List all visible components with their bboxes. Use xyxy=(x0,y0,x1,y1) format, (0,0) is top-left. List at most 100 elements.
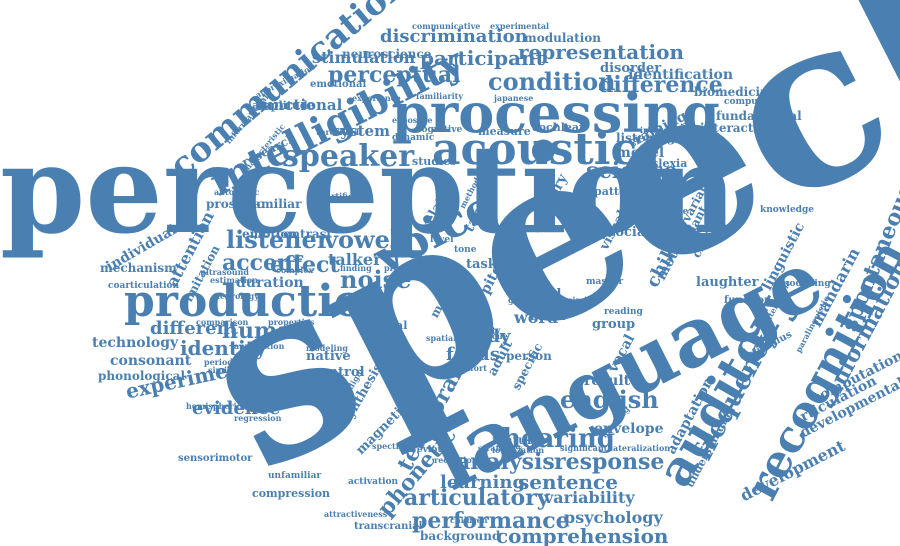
word: complex xyxy=(276,265,314,275)
word: emotional xyxy=(310,79,367,90)
word: perceptual xyxy=(328,62,461,88)
word: greater xyxy=(508,295,542,305)
word: regression xyxy=(234,413,282,423)
word: sensorimotor xyxy=(178,453,253,464)
word: estimation xyxy=(210,275,258,285)
word: task xyxy=(466,257,497,272)
word: cochlear xyxy=(532,121,585,134)
word: effort xyxy=(462,363,487,373)
word: cognitive xyxy=(416,125,463,135)
word: attractiveness xyxy=(324,509,388,519)
word: system xyxy=(332,122,390,140)
word: strategies xyxy=(478,443,523,453)
word: studies xyxy=(412,155,457,168)
word: laughter xyxy=(696,275,759,290)
word: reading xyxy=(604,307,643,317)
word: similar xyxy=(568,295,600,305)
word: variability xyxy=(544,488,635,507)
word: native xyxy=(306,349,351,364)
word: prosodic xyxy=(206,197,264,211)
word: representation xyxy=(518,40,684,64)
word: articulatory xyxy=(404,485,550,511)
word: background xyxy=(420,529,501,543)
word: dyslexia xyxy=(638,157,688,170)
word: production xyxy=(124,276,396,327)
word: functional xyxy=(256,96,343,114)
word: cue xyxy=(492,331,508,341)
word: amplitude xyxy=(252,99,315,112)
word: stimulation xyxy=(312,48,416,67)
word: similarity xyxy=(208,365,251,375)
word: finding xyxy=(340,263,372,273)
word: selective xyxy=(652,225,692,235)
word: comparison xyxy=(196,317,249,327)
word: science xyxy=(586,158,678,184)
word: condition xyxy=(488,67,616,96)
word: lateralization xyxy=(610,443,671,453)
word: analysis xyxy=(456,449,555,475)
word: disorder xyxy=(600,61,662,76)
word: measure xyxy=(478,125,531,138)
word: communicative xyxy=(412,21,481,31)
word: control xyxy=(312,365,365,380)
word: response xyxy=(554,449,665,475)
word: listening xyxy=(616,131,676,145)
word: phonological xyxy=(98,369,185,383)
word: focus xyxy=(446,344,500,365)
word: application xyxy=(234,341,285,351)
word: neurology xyxy=(214,291,259,301)
word: reduction xyxy=(434,455,478,465)
word: envelope xyxy=(594,421,664,437)
word: brain xyxy=(530,309,566,323)
word: periodicity xyxy=(204,357,253,367)
word: word xyxy=(514,308,559,327)
word: pattern xyxy=(594,185,640,198)
word: neuroscience xyxy=(342,47,432,61)
word: social xyxy=(608,225,651,240)
word: evidence xyxy=(192,398,281,419)
word: signal xyxy=(370,319,408,332)
word: tone xyxy=(454,245,477,255)
word: contrast xyxy=(276,227,332,241)
word: processing xyxy=(392,81,720,145)
word: exposure xyxy=(392,115,433,125)
word: mechanism xyxy=(100,261,177,275)
word: english xyxy=(560,385,659,414)
word: syllable xyxy=(650,207,689,217)
word: knowledge xyxy=(760,205,814,215)
word: function xyxy=(724,295,772,306)
word: identification xyxy=(628,67,734,83)
word: systematic xyxy=(236,393,284,403)
word: sentence xyxy=(518,470,618,494)
word: study xyxy=(456,326,511,347)
word: consonant xyxy=(110,353,192,369)
word: present xyxy=(384,263,419,273)
word: different xyxy=(150,318,238,339)
word: emotion xyxy=(242,227,298,241)
word: familiar xyxy=(248,197,302,211)
word: familiarity xyxy=(416,91,463,101)
word: speaker xyxy=(282,139,415,174)
word: human xyxy=(222,318,308,344)
word: data xyxy=(458,319,486,332)
word: accent xyxy=(222,250,304,276)
word: threshold xyxy=(316,127,360,137)
word: significant xyxy=(560,443,608,453)
word: learning xyxy=(440,472,526,493)
word: modeling xyxy=(306,343,348,353)
word: artificial xyxy=(326,191,365,201)
word: japanese xyxy=(494,93,534,103)
word: discrimination xyxy=(380,26,528,47)
word: ultrasound xyxy=(200,267,250,277)
word: intonation xyxy=(640,125,687,135)
word: neural xyxy=(514,287,562,302)
word: compression xyxy=(252,487,331,500)
word: dynamic xyxy=(392,133,435,143)
word: group xyxy=(592,317,636,332)
word: hemispheric xyxy=(186,401,242,411)
word: person xyxy=(506,349,552,363)
word: previous xyxy=(406,445,450,455)
word: properties xyxy=(268,317,315,327)
word: difference xyxy=(598,72,723,98)
